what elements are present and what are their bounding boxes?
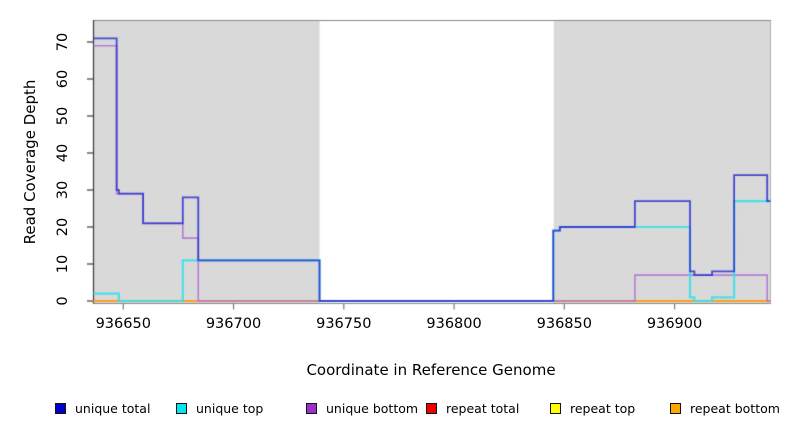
legend-swatch-unique-total xyxy=(55,403,66,414)
legend-item-unique-total: unique total xyxy=(55,401,150,416)
y-tick-label: 10 xyxy=(55,254,71,274)
y-tick-label: 40 xyxy=(55,143,71,163)
y-axis-title: Read Coverage Depth xyxy=(21,79,39,245)
legend-label: unique top xyxy=(196,401,264,416)
legend-swatch-repeat-bottom xyxy=(670,403,681,414)
x-tick-label: 936850 xyxy=(536,316,592,332)
coverage-plot-canvas xyxy=(0,0,792,312)
y-tick-label: 60 xyxy=(55,69,71,89)
legend-item-unique-bottom: unique bottom xyxy=(306,401,418,416)
y-tick-label: 70 xyxy=(55,32,71,52)
legend-label: repeat total xyxy=(446,401,520,416)
x-tick-label: 936700 xyxy=(205,316,262,332)
x-axis-title: Coordinate in Reference Genome xyxy=(306,361,556,379)
legend-swatch-unique-bottom xyxy=(306,403,317,414)
legend-item-repeat-total: repeat total xyxy=(426,401,519,416)
x-tick-label: 936650 xyxy=(95,316,151,332)
x-tick-label: 936800 xyxy=(426,316,482,332)
legend-item-repeat-bottom: repeat bottom xyxy=(670,401,780,416)
y-tick-label: 0 xyxy=(55,296,71,306)
y-tick-label: 30 xyxy=(55,180,71,200)
y-tick-label: 50 xyxy=(55,106,71,126)
x-tick-label: 936750 xyxy=(316,316,372,332)
legend-label: repeat bottom xyxy=(690,401,780,416)
legend-item-unique-top: unique top xyxy=(176,401,263,416)
y-tick-label: 20 xyxy=(55,217,71,237)
legend-swatch-unique-top xyxy=(176,403,187,414)
x-tick-label: 936900 xyxy=(646,316,703,332)
legend-label: repeat top xyxy=(570,401,636,416)
legend-label: unique bottom xyxy=(326,401,419,416)
legend-item-repeat-top: repeat top xyxy=(550,401,635,416)
legend-label: unique total xyxy=(75,401,151,416)
legend-swatch-repeat-top xyxy=(550,403,561,414)
legend-swatch-repeat-total xyxy=(426,403,437,414)
